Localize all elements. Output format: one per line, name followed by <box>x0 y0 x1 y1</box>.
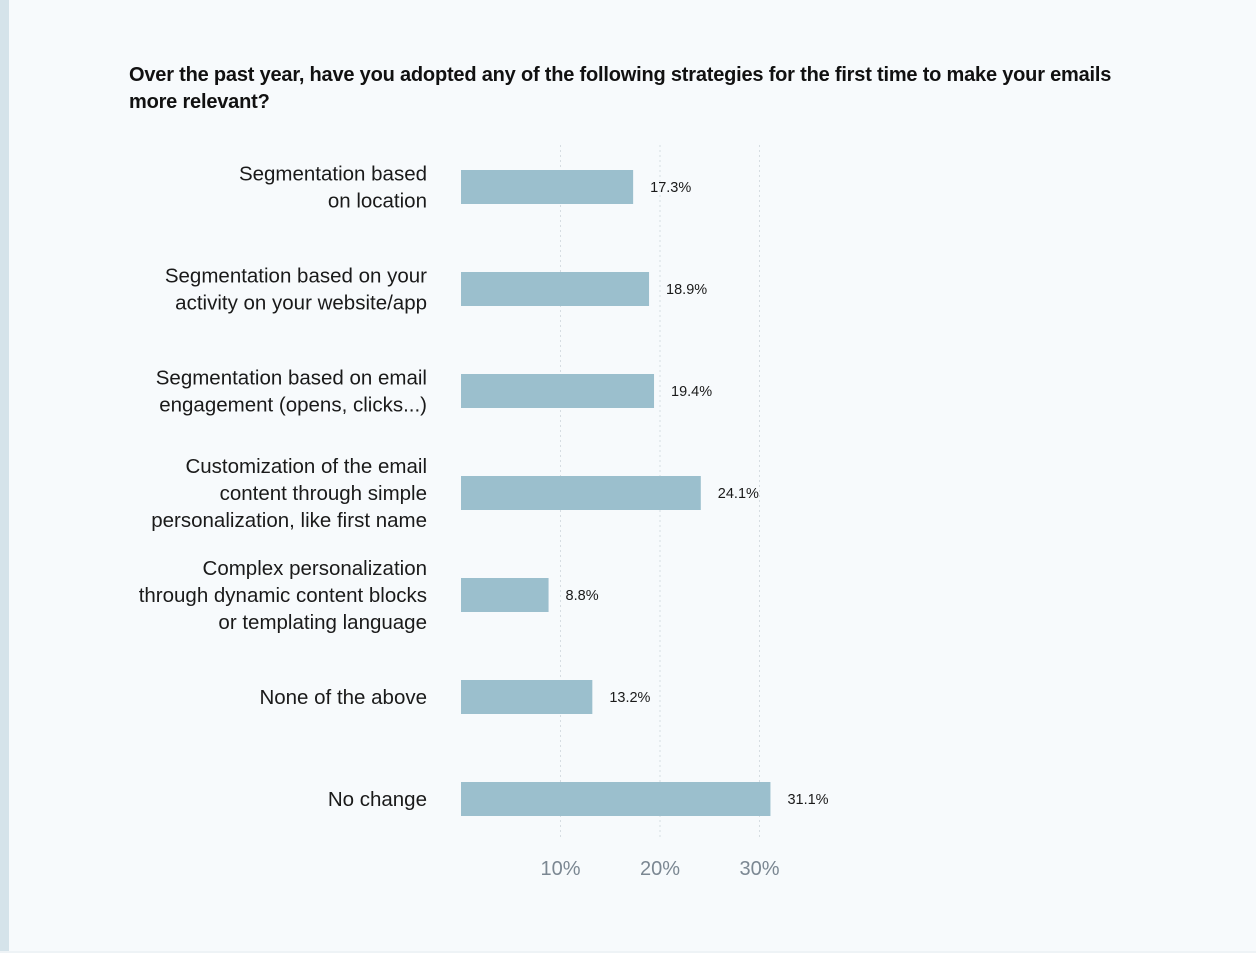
x-tick-label: 10% <box>540 858 580 880</box>
x-tick-label: 30% <box>739 858 779 880</box>
category-label: Segmentation based on location <box>239 163 427 213</box>
bar <box>461 578 549 612</box>
left-border <box>0 0 9 953</box>
value-label: 24.1% <box>718 486 759 502</box>
category-label: None of the above <box>259 686 427 709</box>
bar <box>461 680 593 714</box>
value-label: 17.3% <box>650 180 691 196</box>
chart-title: Over the past year, have you adopted any… <box>129 64 1112 113</box>
category-label: Segmentation based on your activity on yo… <box>165 265 427 315</box>
category-label: No change <box>328 788 427 811</box>
category-label: Segmentation based on email engagement (o… <box>156 367 427 417</box>
category-label: Complex personalization through dynamic c… <box>139 557 427 634</box>
bottom-border <box>0 951 1256 953</box>
bar <box>461 782 771 816</box>
bar <box>461 272 650 306</box>
category-label: Customization of the email content throug… <box>151 455 427 532</box>
value-label: 31.1% <box>787 792 828 808</box>
value-label: 13.2% <box>609 690 650 706</box>
bar <box>461 476 701 510</box>
x-tick-label: 20% <box>640 858 680 880</box>
bar <box>461 170 634 204</box>
bar <box>461 374 655 408</box>
value-label: 19.4% <box>671 384 712 400</box>
value-label: 8.8% <box>566 588 599 604</box>
value-label: 18.9% <box>666 282 707 298</box>
